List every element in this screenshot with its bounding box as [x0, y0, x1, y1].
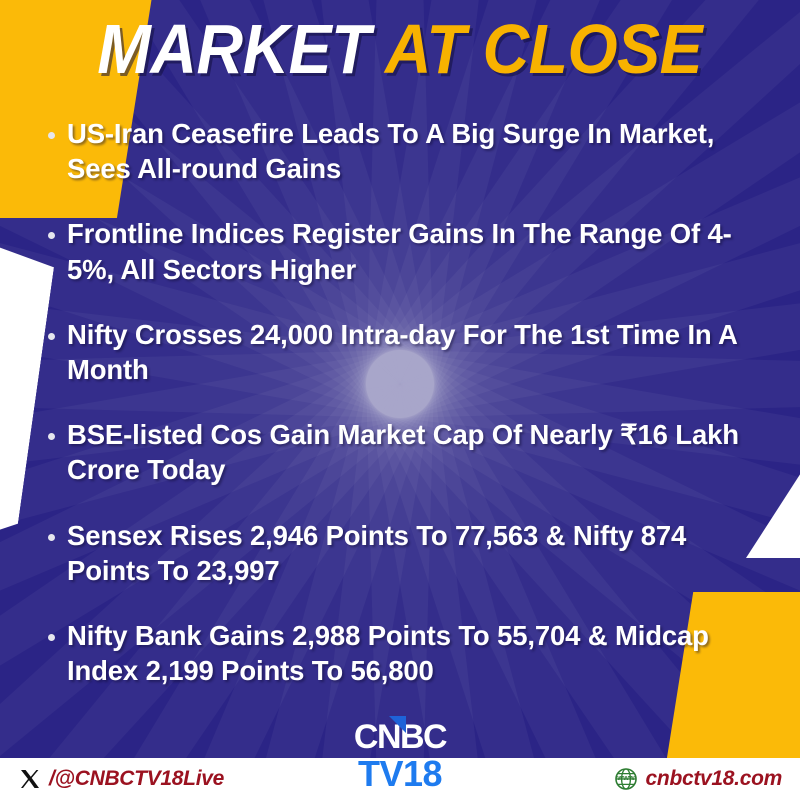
bullet-dot-icon	[48, 232, 55, 240]
peacock-triangle-icon	[388, 716, 406, 733]
x-twitter-icon[interactable]	[18, 767, 42, 791]
list-item-text: BSE-listed Cos Gain Market Cap Of Nearly…	[67, 419, 739, 486]
website-link[interactable]: www cnbctv18.com	[613, 766, 782, 792]
list-item: Frontline Indices Register Gains In The …	[48, 216, 752, 286]
social-handle-text[interactable]: /@CNBCTV18Live	[49, 767, 224, 790]
footer-bar: /@CNBCTV18Live www cnbctv18.com	[0, 758, 800, 800]
cnbc-tv18-logo: CNBC TV18	[0, 716, 800, 794]
svg-text:www: www	[616, 773, 635, 782]
list-item-text: Sensex Rises 2,946 Points To 77,563 & Ni…	[67, 519, 687, 586]
bullet-dot-icon	[48, 332, 55, 340]
list-item: Sensex Rises 2,946 Points To 77,563 & Ni…	[48, 518, 752, 588]
list-item-text: Nifty Bank Gains 2,988 Points To 55,704 …	[67, 619, 709, 687]
page-title: MARKET AT CLOSE	[0, 14, 800, 84]
headline-list: US-Iran Ceasefire Leads To A Big Surge I…	[48, 116, 752, 718]
list-item-text: Frontline Indices Register Gains In The …	[67, 218, 732, 285]
bullet-dot-icon	[48, 633, 55, 641]
www-globe-icon[interactable]: www	[613, 766, 639, 792]
title-secondary: AT CLOSE	[370, 10, 703, 88]
social-handle[interactable]: /@CNBCTV18Live	[18, 767, 224, 791]
cnbc-wordmark: CNBC	[354, 716, 448, 754]
tv18-wordmark: TV18	[357, 753, 443, 794]
list-item: Nifty Crosses 24,000 Intra-day For The 1…	[48, 317, 752, 387]
bullet-dot-icon	[48, 533, 55, 541]
website-text[interactable]: cnbctv18.com	[645, 767, 783, 790]
bullet-dot-icon	[48, 433, 55, 441]
list-item: BSE-listed Cos Gain Market Cap Of Nearly…	[48, 417, 752, 487]
list-item: US-Iran Ceasefire Leads To A Big Surge I…	[48, 116, 752, 186]
list-item: Nifty Bank Gains 2,988 Points To 55,704 …	[48, 618, 752, 688]
list-item-text: Nifty Crosses 24,000 Intra-day For The 1…	[67, 318, 737, 385]
bullet-dot-icon	[48, 132, 55, 139]
list-item-text: US-Iran Ceasefire Leads To A Big Surge I…	[67, 118, 715, 185]
title-primary: MARKET	[97, 10, 371, 88]
